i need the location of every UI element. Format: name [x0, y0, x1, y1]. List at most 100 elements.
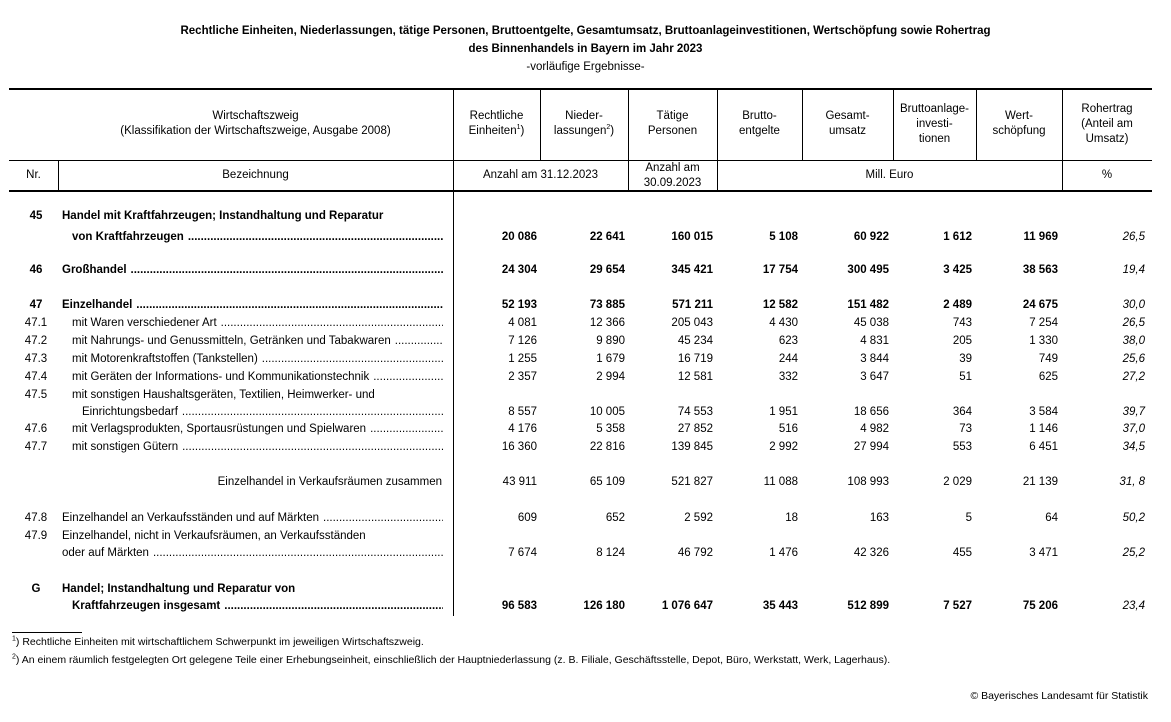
cell-value: 2 994	[596, 371, 625, 383]
cell-value: 1 679	[596, 353, 625, 365]
cell-value: 332	[778, 371, 798, 383]
header-nr: Nr.	[26, 169, 41, 181]
text: Bruttoanlage-	[899, 102, 970, 115]
cell-value: 3 471	[1029, 547, 1058, 559]
row-label: Einzelhandel an Verkaufsständen und auf …	[62, 510, 443, 526]
footnote-1: 1) Rechtliche Einheiten mit wirtschaftli…	[12, 635, 424, 649]
row-label: von Kraftfahrzeugen.....................…	[72, 229, 443, 245]
cell-value: 4 831	[860, 335, 889, 347]
cell-value: 126 180	[583, 600, 625, 612]
text: Nieder-	[565, 110, 603, 122]
cell-value: 609	[517, 512, 537, 524]
dot-leader: ........................................…	[370, 423, 443, 435]
cell-value: 6 451	[1029, 441, 1058, 453]
cell-value: 42 326	[853, 547, 889, 559]
cell-value: 4 430	[769, 317, 798, 329]
cell-value: 2 592	[684, 512, 713, 524]
cell-value: 23,4	[1122, 600, 1145, 612]
text: Wert-	[1005, 110, 1033, 122]
unit-pct: %	[1101, 169, 1113, 181]
text: 2	[606, 124, 611, 132]
cell-value: 455	[952, 547, 972, 559]
text: mit sonstigen Haushaltsgeräten, Textilie…	[72, 389, 375, 401]
text: entgelte	[739, 125, 780, 137]
text: Rechtliche	[469, 110, 524, 122]
cell-value: 52 193	[501, 299, 537, 311]
dot-leader: ........................................…	[394, 335, 443, 347]
cell-value: 75 206	[1022, 600, 1058, 612]
text: Handel; Instandhaltung und Reparatur von	[62, 583, 296, 595]
cell-value: 2 489	[943, 299, 972, 311]
text: mit Waren verschiedener Art	[72, 317, 217, 329]
cell-value: 38,0	[1122, 335, 1145, 347]
cell-value: 26,5	[1122, 231, 1145, 243]
unit-euro: Mill. Euro	[865, 169, 914, 181]
text: Kraftfahrzeugen insgesamt	[72, 600, 221, 612]
text: Umsatz)	[1085, 132, 1129, 145]
cell-value: 27,2	[1122, 371, 1145, 383]
text: (Anteil am	[1081, 117, 1133, 130]
dot-leader: ........................................…	[130, 264, 443, 276]
cell-value: 1 255	[508, 353, 537, 365]
text: Einzelhandel	[62, 299, 133, 311]
cell-value: 16 719	[677, 353, 713, 365]
cell-value: 749	[1038, 353, 1058, 365]
dot-leader: ........................................…	[136, 299, 443, 311]
copyright: © Bayerisches Landesamt für Statistik	[970, 690, 1148, 702]
cell-value: 29 654	[589, 264, 625, 276]
row-nr: 47	[29, 299, 43, 311]
text: Handel mit Kraftfahrzeugen; Instandhaltu…	[62, 210, 384, 222]
cell-value: 39	[959, 353, 972, 365]
cell-value: 2 992	[769, 441, 798, 453]
column-header: Tätige Personen	[628, 88, 717, 160]
cell-value: 10 005	[589, 406, 625, 418]
column-header: Gesamt-umsatz	[802, 88, 893, 160]
text: Personen	[647, 125, 698, 137]
cell-value: 8 124	[596, 547, 625, 559]
cell-value: 24 304	[501, 264, 537, 276]
cell-value: 5 358	[596, 423, 625, 435]
cell-value: 7 126	[508, 335, 537, 347]
text: Tätige	[656, 110, 689, 122]
column-header: Rohertrag (Anteil am Umsatz)	[1062, 88, 1152, 160]
text: Brutto-	[742, 110, 777, 122]
header-wirtschaftszweig: Wirtschaftszweig (Klassifikation der Wirt…	[58, 88, 453, 160]
cell-value: 51	[959, 371, 972, 383]
row-label: oder auf Märkten........................…	[62, 545, 443, 561]
unit-persons-l1: Anzahl am	[645, 161, 700, 174]
column-header: Rechtliche Einheiten1)	[453, 88, 540, 160]
cell-value: 39,7	[1122, 406, 1145, 418]
cell-value: 60 922	[853, 231, 889, 243]
row-label: mit Verlagsprodukten, Sportausrüstungen …	[72, 421, 443, 437]
cell-value: 27 852	[677, 423, 713, 435]
footnote-divider	[12, 632, 82, 633]
cell-value: 37,0	[1122, 423, 1145, 435]
row-label: Einzelhandel in Verkaufsräumen zusammen	[217, 476, 442, 488]
row-nr: G	[31, 583, 41, 595]
cell-value: 4 081	[508, 317, 537, 329]
cell-value: 18	[785, 512, 798, 524]
cell-value: 74 553	[677, 406, 713, 418]
cell-value: 73	[959, 423, 972, 435]
cell-value: 1 612	[943, 231, 972, 243]
cell-value: 45 038	[853, 317, 889, 329]
cell-value: 108 993	[847, 476, 889, 488]
cell-value: 160 015	[671, 231, 713, 243]
cell-value: 7 674	[508, 547, 537, 559]
footnote-text: ) Rechtliche Einheiten mit wirtschaftlic…	[15, 636, 424, 648]
cell-value: 12 581	[677, 371, 713, 383]
cell-value: 12 366	[589, 317, 625, 329]
header-bezeichnung: Bezeichnung	[222, 169, 289, 181]
row-label: Einzelhandel, nicht in Verkaufsräumen, a…	[62, 528, 443, 544]
dot-leader: ........................................…	[152, 547, 443, 559]
footnote-text: ) An einem räumlich festgelegten Ort gel…	[15, 654, 891, 666]
footnote-mark: 1	[12, 635, 16, 643]
dot-leader: ........................................…	[224, 600, 443, 612]
row-label: Handel; Instandhaltung und Reparatur von	[62, 581, 443, 597]
cell-value: 300 495	[847, 264, 889, 276]
dot-leader: ........................................…	[220, 317, 443, 329]
cell-value: 652	[605, 512, 625, 524]
cell-value: 73 885	[589, 299, 625, 311]
text: lassungen	[553, 125, 607, 137]
text: mit Geräten der Informations- und Kommun…	[72, 371, 370, 383]
